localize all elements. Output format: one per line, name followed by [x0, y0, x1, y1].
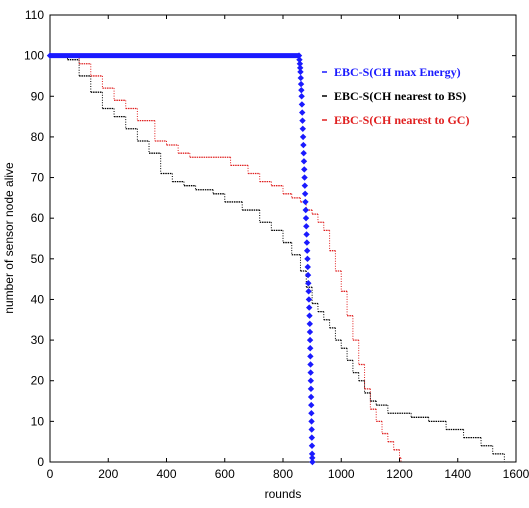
series-point: [307, 393, 315, 401]
series-point: [299, 117, 306, 124]
legend: EBC-S(CH max Energy) EBC-S(CH nearest to …: [322, 65, 469, 127]
series-point: [301, 182, 309, 189]
series-point: [307, 345, 314, 352]
series-point: [309, 458, 316, 466]
series-point: [307, 385, 315, 393]
y-tick-label: 60: [31, 211, 45, 225]
series-point: [306, 312, 313, 319]
series-point: [300, 158, 308, 165]
series-point: [308, 426, 315, 433]
y-tick-label: 0: [37, 455, 44, 469]
series-point: [299, 125, 307, 132]
series-point: [303, 239, 311, 246]
y-tick-label: 110: [25, 8, 44, 22]
x-tick-label: 1400: [444, 467, 471, 481]
x-tick-label: 200: [98, 467, 118, 481]
series-point: [302, 214, 310, 222]
series-layer: [46, 52, 505, 466]
series-point: [300, 141, 307, 149]
series-point: [304, 271, 312, 279]
series-point: [305, 296, 313, 303]
y-axis-ticks: 0 10 20 30 40 50 60 70 80 90 100 110: [24, 8, 516, 469]
legend-label: EBC-S(CH max Energy): [334, 65, 461, 79]
series-point: [295, 52, 303, 59]
series-point: [298, 86, 305, 94]
y-tick-label: 90: [31, 89, 45, 103]
y-tick-label: 50: [31, 252, 45, 266]
x-tick-label: 1000: [328, 467, 355, 481]
series-point: [308, 442, 316, 449]
x-tick-label: 0: [47, 467, 54, 481]
series-point: [307, 369, 314, 376]
series-point: [299, 109, 306, 116]
series-point: [300, 149, 307, 157]
series-point: [304, 255, 311, 263]
y-tick-label: 20: [31, 374, 45, 388]
series-point: [303, 231, 310, 238]
y-tick-label: 10: [31, 414, 45, 428]
y-tick-label: 40: [31, 292, 45, 306]
series-point: [296, 60, 304, 67]
series-point: [297, 68, 304, 76]
series-point: [306, 336, 314, 344]
x-axis-ticks: 0 200 400 600 800 1000 1200 1400 1600: [47, 15, 529, 481]
series-point: [306, 304, 313, 311]
series-point: [307, 353, 314, 360]
y-tick-label: 30: [31, 333, 45, 347]
y-tick-label: 100: [24, 49, 44, 63]
series-point: [299, 133, 307, 141]
x-tick-label: 800: [273, 467, 293, 481]
series-point: [308, 401, 315, 409]
series-2: [50, 54, 402, 462]
series-1: [50, 54, 505, 462]
y-axis-label: number of sensor node alive: [2, 162, 16, 314]
series-point: [296, 56, 303, 63]
series-point: [308, 418, 315, 425]
x-tick-label: 1200: [386, 467, 413, 481]
series-point: [297, 80, 305, 88]
series-point: [301, 174, 308, 181]
series-point: [301, 190, 309, 197]
series-point: [304, 263, 311, 271]
x-tick-label: 600: [215, 467, 235, 481]
x-tick-label: 400: [156, 467, 176, 481]
series-point: [298, 93, 305, 100]
series-point: [301, 166, 308, 173]
series-0: [46, 52, 316, 466]
series-point: [303, 247, 311, 254]
series-point: [306, 328, 314, 336]
series-point: [302, 198, 309, 206]
x-axis-label: rounds: [265, 487, 302, 501]
series-point: [308, 450, 316, 458]
series-point: [305, 288, 312, 295]
series-point: [306, 320, 313, 328]
series-point: [302, 206, 309, 214]
legend-label: EBC-S(CH nearest to BS): [334, 89, 466, 103]
x-tick-label: 1600: [503, 467, 529, 481]
series-point: [309, 454, 316, 462]
series-point: [308, 434, 316, 441]
series-point: [46, 52, 54, 59]
series-point: [296, 64, 304, 72]
series-point: [298, 101, 306, 108]
legend-label: EBC-S(CH nearest to GC): [334, 113, 469, 127]
series-point: [305, 280, 312, 287]
series-point: [308, 410, 315, 417]
series-point: [307, 361, 314, 368]
y-tick-label: 80: [31, 130, 45, 144]
y-tick-label: 70: [31, 171, 45, 185]
series-point: [307, 377, 315, 384]
series-point: [303, 223, 310, 230]
series-point: [297, 74, 304, 82]
